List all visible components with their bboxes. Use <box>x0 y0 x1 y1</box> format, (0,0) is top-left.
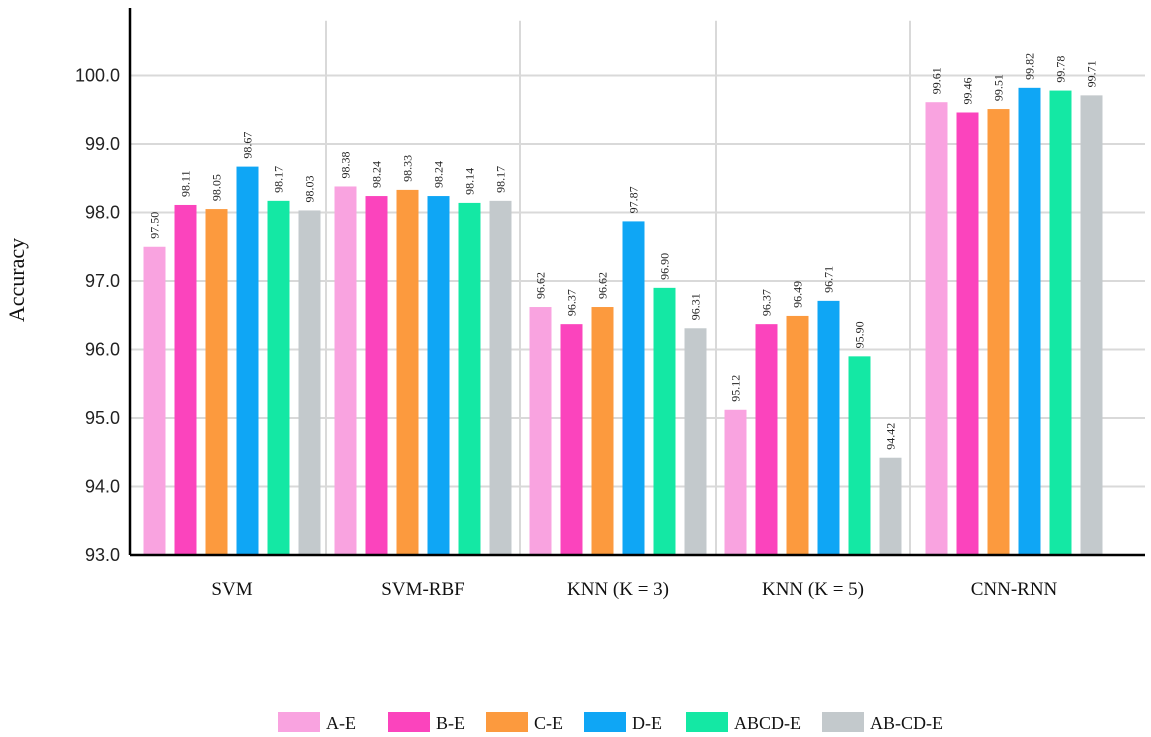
data-label: 95.12 <box>729 375 743 402</box>
bar-d-e-1 <box>427 196 450 555</box>
x-category-label: CNN-RNN <box>971 579 1058 600</box>
data-label: 99.82 <box>1023 53 1037 80</box>
data-label: 96.71 <box>822 266 836 293</box>
legend: A-E B-E C-E D-E ABCD-E AB-CD-E <box>278 712 943 733</box>
bar-c-e-4 <box>987 109 1010 555</box>
x-category-label: KNN (K = 3) <box>567 579 669 600</box>
y-tick-label: 97.0 <box>85 271 120 291</box>
y-tick-label: 96.0 <box>85 340 120 360</box>
bar-ab-cd-e-2 <box>684 328 707 555</box>
bar-ab-cd-e-4 <box>1080 95 1103 556</box>
data-label: 98.05 <box>210 174 224 201</box>
legend-swatch-c-e <box>486 712 528 732</box>
legend-label-d-e: D-E <box>632 713 662 733</box>
bar-abcd-e-4 <box>1049 90 1072 555</box>
data-label: 98.33 <box>401 155 415 182</box>
data-label: 96.37 <box>565 289 579 316</box>
data-label: 98.17 <box>272 166 286 193</box>
data-label: 95.90 <box>853 321 867 348</box>
bar-b-e-3 <box>755 324 778 555</box>
bar-c-e-1 <box>396 189 419 555</box>
data-label: 96.49 <box>791 281 805 308</box>
legend-swatch-d-e <box>584 712 626 732</box>
data-label: 98.17 <box>494 166 508 193</box>
bar-ab-cd-e-1 <box>489 200 512 556</box>
bars <box>143 87 1103 556</box>
data-label: 99.61 <box>930 67 944 94</box>
bar-d-e-2 <box>622 221 645 555</box>
bar-a-e-4 <box>925 102 948 555</box>
data-label: 96.90 <box>658 253 672 280</box>
legend-label-a-e: A-E <box>326 713 356 733</box>
data-label: 98.24 <box>432 161 446 188</box>
x-category-label: SVM-RBF <box>381 579 464 600</box>
y-tick-label: 93.0 <box>85 545 120 565</box>
legend-label-c-e: C-E <box>534 713 563 733</box>
data-label: 98.11 <box>179 170 193 197</box>
data-label: 96.62 <box>534 272 548 299</box>
legend-swatch-a-e <box>278 712 320 732</box>
data-label: 96.31 <box>689 293 703 320</box>
bar-b-e-1 <box>365 196 388 555</box>
data-label: 94.42 <box>884 423 898 450</box>
y-tick-label: 100.0 <box>75 66 120 86</box>
bar-c-e-2 <box>591 307 614 555</box>
data-labels: 97.50 98.11 98.05 98.67 98.17 98.03 98.38 98.24… <box>148 53 1099 450</box>
bar-d-e-4 <box>1018 87 1041 555</box>
data-label: 97.50 <box>148 212 162 239</box>
x-axis-categories: SVM SVM-RBF KNN (K = 3) KNN (K = 5) CNN-RNN <box>211 579 1057 600</box>
bar-b-e-0 <box>174 204 197 555</box>
y-tick-label: 98.0 <box>85 203 120 223</box>
y-axis-label: Accuracy <box>4 238 29 322</box>
data-label: 99.51 <box>992 74 1006 101</box>
bar-ab-cd-e-0 <box>298 210 321 555</box>
data-label: 98.67 <box>241 132 255 159</box>
data-label: 98.14 <box>463 168 477 195</box>
bar-b-e-4 <box>956 112 979 556</box>
data-label: 96.62 <box>596 272 610 299</box>
y-tick-label: 94.0 <box>85 477 120 497</box>
data-label: 98.24 <box>370 161 384 188</box>
data-label: 96.37 <box>760 289 774 316</box>
data-label: 99.78 <box>1054 56 1068 83</box>
bar-a-e-3 <box>724 409 747 555</box>
bar-abcd-e-0 <box>267 200 290 556</box>
bar-abcd-e-2 <box>653 287 676 555</box>
bar-a-e-0 <box>143 246 166 555</box>
y-axis-ticks: 93.0 94.0 95.0 96.0 97.0 98.0 99.0 100.0 <box>75 66 120 566</box>
bar-a-e-1 <box>334 186 357 555</box>
bar-abcd-e-3 <box>848 356 871 555</box>
legend-label-b-e: B-E <box>436 713 465 733</box>
bar-d-e-0 <box>236 166 259 556</box>
y-tick-label: 99.0 <box>85 134 120 154</box>
bar-c-e-0 <box>205 209 228 555</box>
y-tick-label: 95.0 <box>85 408 120 428</box>
data-label: 99.71 <box>1085 60 1099 87</box>
bar-abcd-e-1 <box>458 202 481 555</box>
x-category-label: KNN (K = 5) <box>762 579 864 600</box>
data-label: 99.46 <box>961 77 975 104</box>
legend-swatch-abcd-e <box>686 712 728 732</box>
legend-swatch-ab-cd-e <box>822 712 864 732</box>
bar-ab-cd-e-3 <box>879 457 902 555</box>
data-label: 97.87 <box>627 186 641 213</box>
group-separators <box>325 20 911 555</box>
data-label: 98.03 <box>303 175 317 202</box>
legend-swatch-b-e <box>388 712 430 732</box>
bar-d-e-3 <box>817 300 840 555</box>
legend-label-ab-cd-e: AB-CD-E <box>870 713 943 733</box>
bar-b-e-2 <box>560 324 583 555</box>
bar-c-e-3 <box>786 315 809 555</box>
x-category-label: SVM <box>211 579 252 600</box>
data-label: 98.38 <box>339 151 353 178</box>
legend-label-abcd-e: ABCD-E <box>734 713 801 733</box>
bar-a-e-2 <box>529 307 552 555</box>
